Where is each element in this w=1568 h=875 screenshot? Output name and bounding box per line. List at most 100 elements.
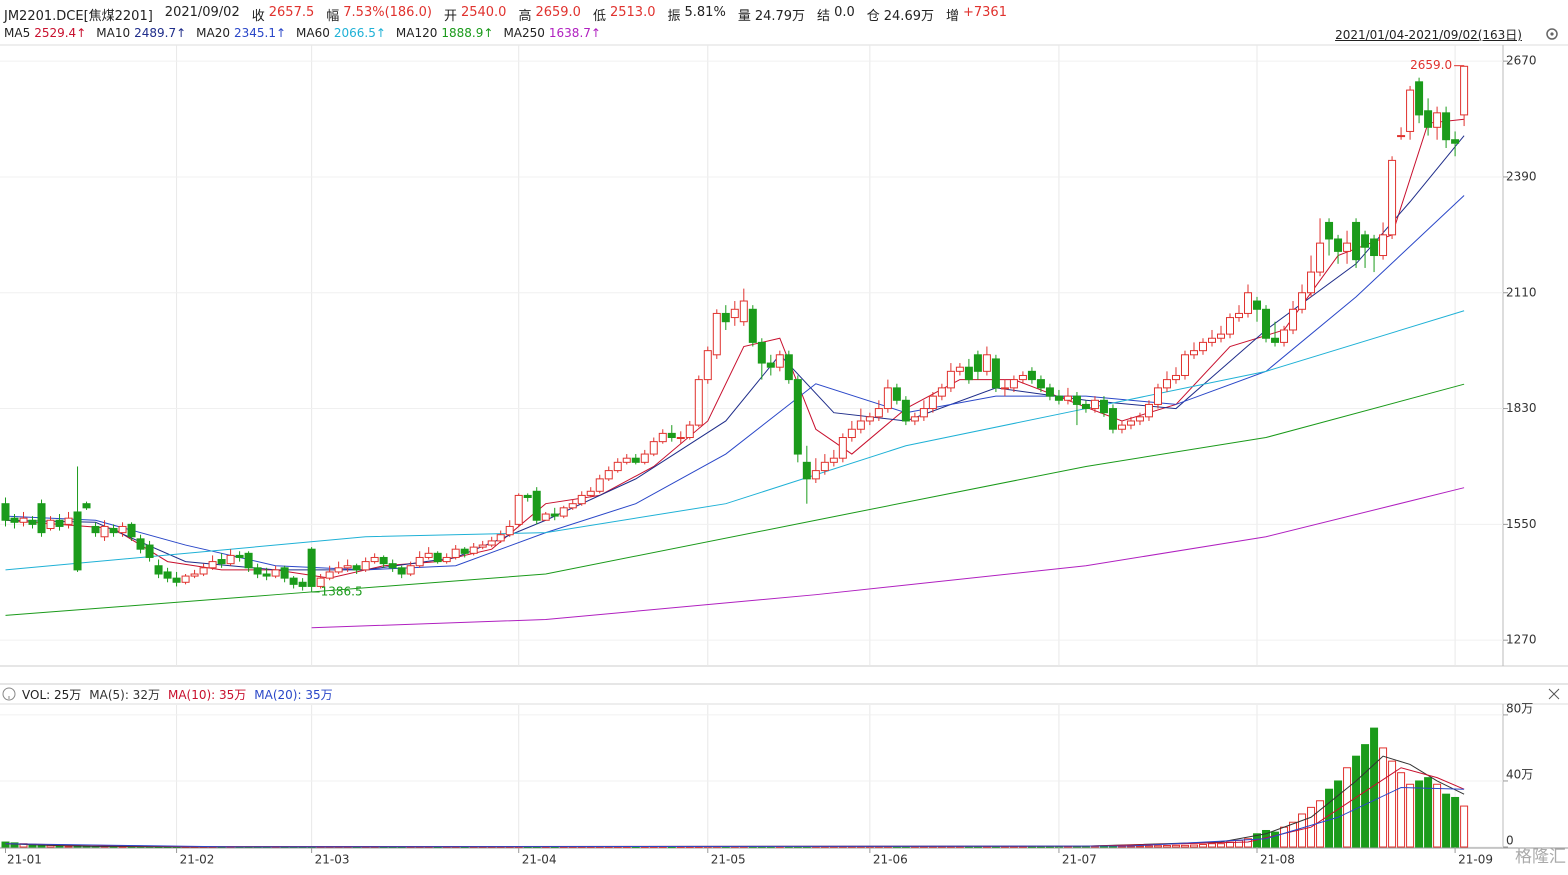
- candle-body: [721, 312, 730, 323]
- candle-body: [901, 399, 910, 422]
- candle-body: [910, 416, 919, 422]
- candle-body: [181, 575, 190, 583]
- candle-body: [1027, 370, 1036, 381]
- candle-body: [730, 308, 739, 319]
- candle-body: [334, 567, 343, 573]
- candle-body: [199, 567, 208, 575]
- candle-body: [424, 552, 433, 558]
- help-icon[interactable]: [2, 687, 16, 701]
- ma-line: [5, 310, 1465, 571]
- candle-body: [352, 565, 361, 571]
- volume-bar: [1334, 780, 1343, 848]
- candle-body: [1280, 329, 1289, 343]
- legend-name: MA10: [96, 26, 131, 40]
- candle-body: [478, 544, 487, 548]
- date-range[interactable]: 2021/01/04-2021/09/02(163日): [1335, 28, 1522, 42]
- quote-value: 2513.0: [609, 5, 656, 20]
- candle-body: [262, 573, 271, 577]
- ma-line: [5, 755, 1465, 848]
- candle-body: [622, 457, 631, 463]
- candle-body: [1343, 242, 1352, 252]
- candle-body: [280, 567, 289, 579]
- volume-bar: [1271, 831, 1280, 848]
- quote-label: 仓: [866, 9, 880, 24]
- candle-body: [1415, 81, 1424, 116]
- legend-value: 2489.7↑: [134, 26, 187, 40]
- quote-item: 幅 7.53%(186.0): [326, 5, 432, 24]
- candle-body: [1036, 379, 1045, 389]
- candle-body: [649, 441, 658, 455]
- candle-body: [1153, 387, 1162, 405]
- legend-item: MA20 2345.1↑: [196, 26, 286, 40]
- candle-body: [793, 379, 802, 455]
- candle-body: [919, 408, 928, 418]
- candle-body: [595, 478, 604, 492]
- candle-body: [1135, 416, 1144, 422]
- candle-body: [1361, 234, 1370, 248]
- candle-body: [568, 503, 577, 509]
- candle-body: [712, 312, 721, 356]
- volume-bar: [1397, 772, 1406, 848]
- volume-bar: [1162, 845, 1171, 848]
- legend-value: 2066.5↑: [333, 26, 386, 40]
- quote-label: 收: [251, 9, 265, 24]
- candle-body: [757, 341, 766, 364]
- date: 2021/09/02: [164, 5, 240, 20]
- quote-label: 量: [737, 9, 751, 24]
- y-tick-label: 1550: [1506, 517, 1537, 531]
- candle-body: [28, 519, 37, 525]
- watermark: 格隆汇: [1515, 847, 1566, 867]
- legend-name: MA60: [296, 26, 330, 40]
- candle-body: [415, 556, 424, 567]
- candle-body: [208, 561, 217, 569]
- candle-body: [676, 437, 685, 440]
- candle-body: [388, 563, 397, 569]
- candle-body: [1144, 403, 1153, 418]
- candle-body: [1244, 292, 1253, 314]
- candle-body: [244, 552, 253, 569]
- volume-bar: [1180, 844, 1189, 848]
- candle-body: [928, 395, 937, 410]
- candle-body: [1216, 333, 1225, 339]
- candle-body: [163, 571, 172, 579]
- x-tick-label: 21-01: [7, 853, 42, 867]
- candle-body: [523, 494, 532, 498]
- candle-body: [937, 387, 946, 397]
- candle-body: [361, 561, 370, 571]
- legend-name: MA(20): 35万: [254, 688, 333, 702]
- candle-body: [703, 350, 712, 381]
- quote-label: 结: [817, 9, 831, 24]
- quote-item: 低 2513.0: [593, 5, 656, 24]
- symbol: JM2201.DCE[焦煤2201]: [4, 9, 153, 24]
- ma-line: [5, 787, 1465, 848]
- candle-body: [820, 461, 829, 472]
- candle-body: [1018, 374, 1027, 381]
- candle-body: [1, 503, 10, 521]
- candle-body: [1171, 374, 1180, 381]
- quote-item: 结 0.0: [817, 5, 855, 24]
- quote-label: 低: [592, 9, 606, 24]
- ma-line: [5, 383, 1465, 616]
- candle-body: [865, 416, 874, 422]
- candle-body: [946, 370, 955, 389]
- candle-body: [874, 408, 883, 418]
- candle-body: [811, 470, 820, 480]
- candle-body: [370, 556, 379, 563]
- candle-body: [145, 544, 154, 558]
- volume-legend: VOL: 25万 MA(5): 32万 MA(10): 35万 MA(20): 35万: [22, 686, 333, 703]
- close-icon[interactable]: [1548, 688, 1560, 700]
- candle-body: [1460, 65, 1469, 116]
- candle-body: [1162, 379, 1171, 389]
- volume-bar: [991, 846, 1000, 848]
- candle-body: [1397, 135, 1406, 138]
- candle-body: [802, 461, 811, 480]
- y-tick-label: 40万: [1506, 767, 1533, 781]
- settings-icon[interactable]: [1546, 28, 1558, 40]
- volume-bar: [1451, 796, 1460, 848]
- candle-body: [829, 457, 838, 463]
- legend-name: VOL: 25万: [22, 688, 82, 702]
- volume-bar: [1144, 845, 1153, 848]
- candle-body: [1289, 308, 1298, 331]
- quote-item: 开 2540.0: [444, 5, 507, 24]
